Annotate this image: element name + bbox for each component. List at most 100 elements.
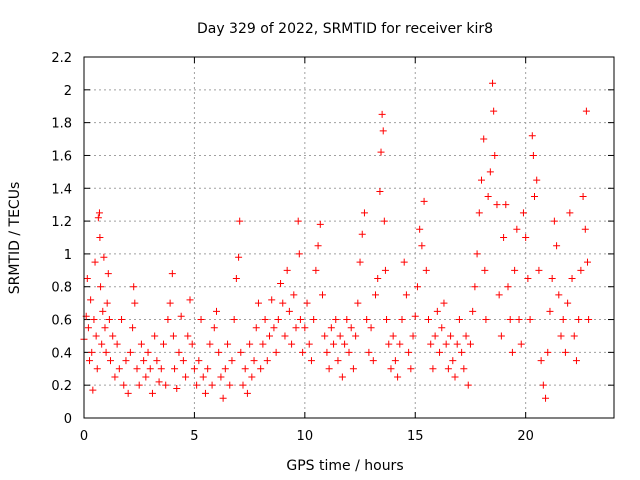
data-point xyxy=(511,266,519,274)
data-point xyxy=(103,299,111,307)
data-point xyxy=(155,378,163,386)
data-point xyxy=(398,316,406,324)
data-point xyxy=(529,151,537,159)
data-point xyxy=(129,324,137,332)
data-point xyxy=(197,316,205,324)
data-point xyxy=(239,381,247,389)
data-point xyxy=(250,357,258,365)
data-point xyxy=(526,316,534,324)
data-point xyxy=(442,340,450,348)
data-point xyxy=(422,266,430,274)
data-point xyxy=(95,209,103,217)
chart-title: Day 329 of 2022, SRMTID for receiver kir… xyxy=(197,21,493,37)
data-point xyxy=(550,217,558,225)
data-point xyxy=(347,324,355,332)
data-point xyxy=(175,348,183,356)
data-point xyxy=(548,275,556,283)
data-point xyxy=(570,332,578,340)
data-point xyxy=(310,316,318,324)
data-point xyxy=(354,299,362,307)
data-point xyxy=(140,357,148,365)
data-point xyxy=(436,348,444,356)
data-point xyxy=(568,275,576,283)
data-point xyxy=(303,299,311,307)
data-point xyxy=(564,299,572,307)
data-point xyxy=(224,340,232,348)
data-point xyxy=(321,332,329,340)
y-tick-label: 1.8 xyxy=(51,117,72,132)
x-tick-label: 15 xyxy=(407,429,424,444)
data-point xyxy=(93,365,101,373)
data-point xyxy=(294,217,302,225)
y-tick-label: 2.2 xyxy=(51,51,72,66)
data-point xyxy=(142,373,150,381)
data-point xyxy=(466,340,474,348)
data-point xyxy=(288,340,296,348)
data-point xyxy=(491,151,499,159)
data-point xyxy=(99,307,107,315)
data-point xyxy=(352,332,360,340)
data-point xyxy=(539,381,547,389)
data-point xyxy=(480,135,488,143)
data-point xyxy=(91,258,99,266)
data-point xyxy=(451,373,459,381)
data-point xyxy=(221,365,229,373)
data-point xyxy=(584,258,591,266)
data-point xyxy=(281,332,289,340)
data-point xyxy=(385,340,393,348)
data-point xyxy=(391,357,399,365)
data-point xyxy=(566,209,574,217)
plot-frame xyxy=(83,56,615,419)
data-point xyxy=(254,299,262,307)
data-point xyxy=(213,307,220,315)
data-point xyxy=(495,291,503,299)
data-point xyxy=(285,307,293,315)
data-point xyxy=(171,365,179,373)
data-point xyxy=(86,357,94,365)
data-point xyxy=(235,253,243,261)
data-point xyxy=(319,291,326,299)
x-tick-label: 0 xyxy=(80,429,88,444)
data-point xyxy=(405,348,413,356)
data-point xyxy=(88,348,96,356)
data-point xyxy=(378,110,386,118)
data-point xyxy=(427,340,435,348)
data-point xyxy=(305,340,313,348)
data-point xyxy=(453,340,461,348)
data-point xyxy=(409,332,417,340)
data-point xyxy=(292,324,300,332)
data-point xyxy=(89,386,97,394)
data-point xyxy=(241,365,249,373)
data-point xyxy=(279,299,287,307)
data-point xyxy=(144,348,152,356)
data-point xyxy=(164,316,172,324)
data-point xyxy=(332,316,340,324)
data-point xyxy=(559,316,567,324)
data-point xyxy=(193,381,201,389)
data-point xyxy=(243,389,251,397)
data-point xyxy=(535,266,543,274)
data-point xyxy=(246,340,254,348)
data-point xyxy=(111,373,119,381)
data-point xyxy=(307,357,315,365)
data-point xyxy=(381,266,389,274)
data-point xyxy=(330,340,338,348)
data-point xyxy=(248,373,256,381)
data-point xyxy=(83,275,91,283)
data-point xyxy=(169,332,177,340)
data-point xyxy=(418,242,426,250)
data-point xyxy=(190,365,198,373)
y-tick-label: 0 xyxy=(64,412,72,427)
data-point xyxy=(486,168,494,176)
data-point xyxy=(334,357,342,365)
data-point xyxy=(338,373,346,381)
data-point xyxy=(316,220,324,228)
data-point xyxy=(358,230,366,238)
data-point xyxy=(166,299,174,307)
data-point xyxy=(380,217,388,225)
y-tick-label: 0.4 xyxy=(51,346,72,361)
data-point xyxy=(425,316,432,324)
data-point xyxy=(489,79,497,87)
data-point xyxy=(270,324,278,332)
